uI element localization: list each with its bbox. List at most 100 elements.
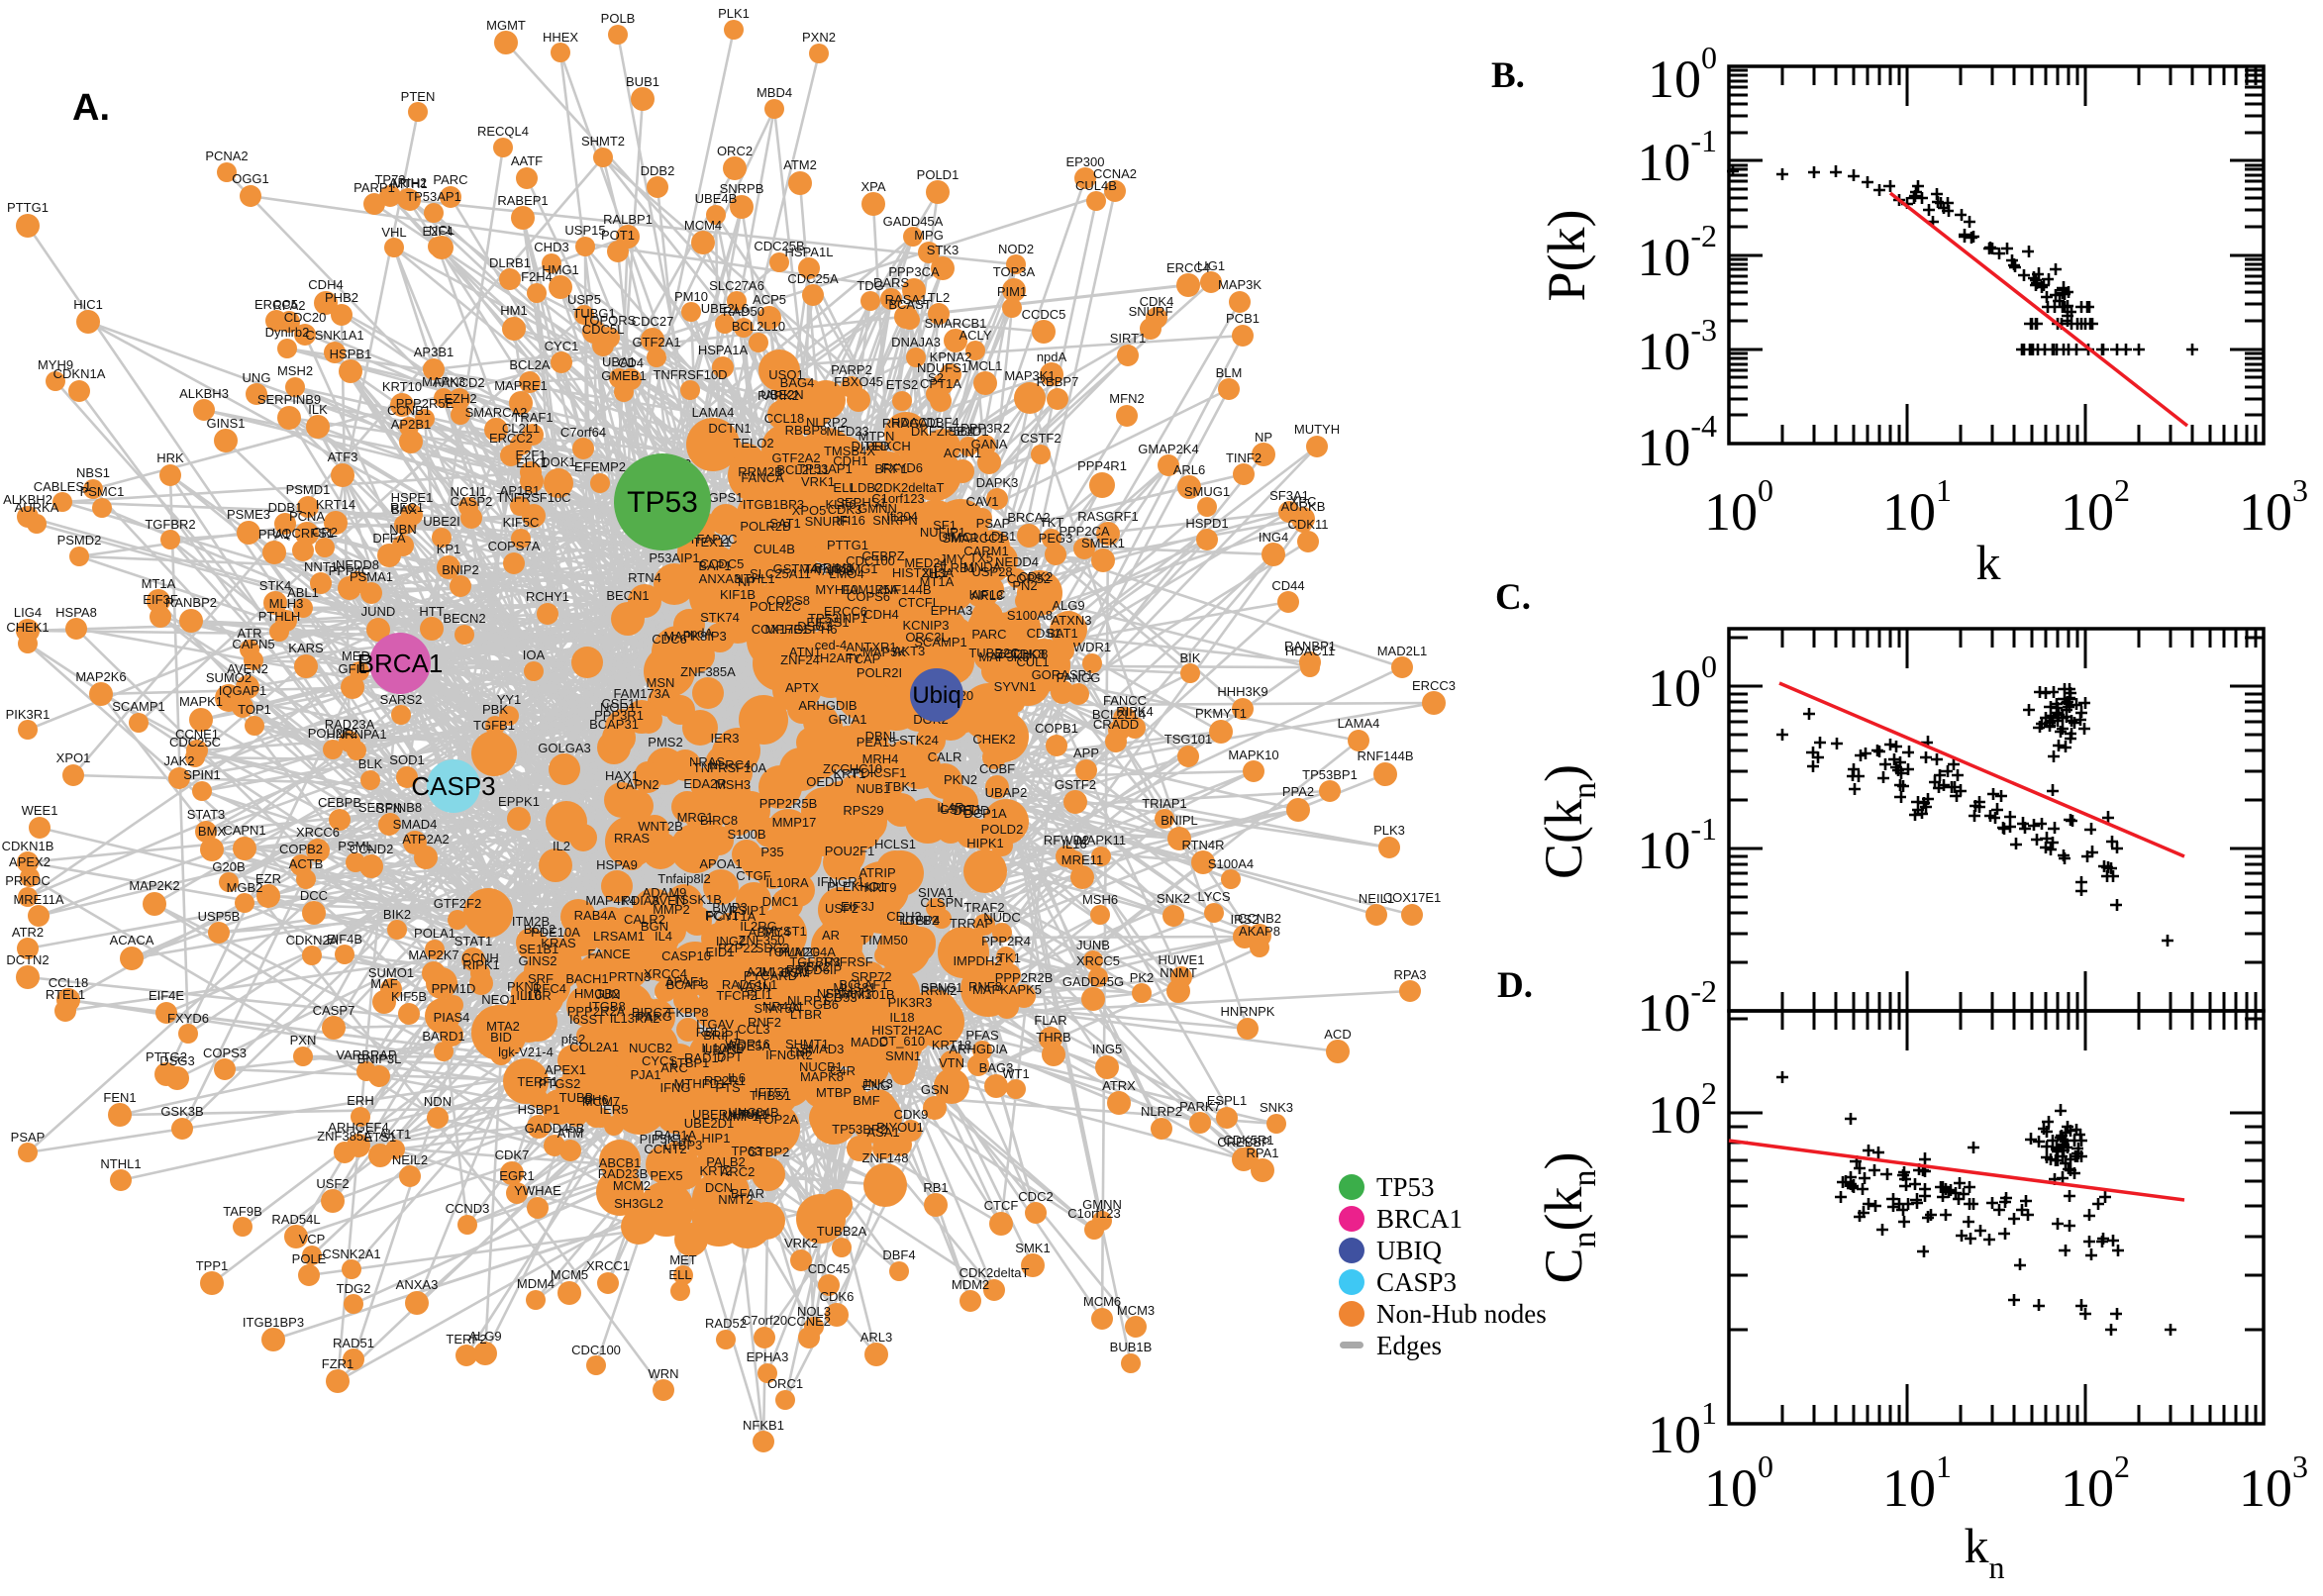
svg-text:HMGB2: HMGB2 — [574, 986, 620, 1001]
svg-text:PARP1: PARP1 — [354, 180, 395, 195]
svg-text:CAPN2: CAPN2 — [616, 777, 658, 792]
svg-text:TAF1B: TAF1B — [803, 561, 843, 576]
svg-text:ENG: ENG — [862, 1078, 890, 1093]
svg-text:BRCA1: BRCA1 — [1376, 1204, 1463, 1234]
svg-text:ARL6: ARL6 — [1173, 462, 1206, 477]
svg-text:PPP2R4: PPP2R4 — [981, 934, 1031, 948]
svg-text:GORASP1: GORASP1 — [1032, 667, 1094, 682]
svg-text:DAPK3: DAPK3 — [976, 475, 1019, 490]
svg-text:MCM4: MCM4 — [684, 218, 722, 233]
svg-text:PLK3: PLK3 — [1373, 823, 1405, 838]
svg-text:APOA1: APOA1 — [699, 856, 742, 871]
svg-text:CDH1: CDH1 — [833, 453, 867, 468]
svg-text:MAPK3: MAPK3 — [422, 374, 465, 389]
svg-text:SMN1: SMN1 — [885, 1048, 921, 1063]
svg-text:MTHFD1: MTHFD1 — [674, 1076, 727, 1091]
svg-text:BRCA2: BRCA2 — [1007, 510, 1050, 525]
svg-text:TRAF1: TRAF1 — [512, 410, 553, 425]
svg-text:RRM2: RRM2 — [921, 983, 958, 998]
svg-text:ABCB1: ABCB1 — [599, 1155, 642, 1170]
svg-text:EDA2R: EDA2R — [683, 776, 726, 791]
svg-text:YWHAE: YWHAE — [514, 1183, 561, 1198]
svg-text:CAPN5: CAPN5 — [232, 637, 274, 651]
svg-text:102: 102 — [1648, 1075, 1717, 1145]
svg-text:YY1: YY1 — [497, 692, 522, 707]
svg-text:EPPK1: EPPK1 — [498, 794, 540, 809]
svg-text:P(k): P(k) — [1537, 210, 1596, 302]
svg-text:H2AFY: H2AFY — [820, 650, 861, 665]
svg-text:RPA1: RPA1 — [1247, 1146, 1279, 1160]
svg-text:PSML: PSML — [338, 839, 372, 853]
svg-text:CPT1A: CPT1A — [920, 376, 961, 391]
svg-text:ATR: ATR — [237, 626, 261, 641]
svg-text:PTHLH: PTHLH — [258, 609, 301, 624]
svg-text:PARG: PARG — [637, 1009, 672, 1024]
svg-text:FANCG: FANCG — [1057, 670, 1101, 685]
svg-text:ETS1: ETS1 — [364, 1130, 397, 1145]
svg-text:IFNGR2: IFNGR2 — [765, 1047, 813, 1062]
svg-text:KIF1B: KIF1B — [720, 587, 756, 602]
svg-text:Ubiq: Ubiq — [912, 682, 960, 709]
svg-text:TAF9B: TAF9B — [815, 563, 855, 578]
svg-text:AVEN: AVEN — [652, 893, 685, 908]
svg-text:PKN1: PKN1 — [507, 979, 541, 994]
svg-text:CDC2: CDC2 — [1018, 1189, 1053, 1204]
svg-text:RRAS: RRAS — [614, 831, 650, 846]
svg-text:CCNH: CCNH — [461, 950, 499, 965]
svg-text:ERCC6: ERCC6 — [824, 604, 867, 619]
svg-text:PDE10A: PDE10A — [531, 925, 580, 940]
svg-text:TMSB4X: TMSB4X — [824, 444, 875, 458]
svg-text:MUTYH: MUTYH — [1294, 422, 1340, 437]
svg-text:LIG1: LIG1 — [1197, 258, 1225, 273]
svg-text:MAPRE1: MAPRE1 — [494, 378, 547, 393]
svg-text:BAG4: BAG4 — [780, 375, 815, 390]
svg-text:WNT2B: WNT2B — [638, 819, 683, 834]
svg-text:AP1B1: AP1B1 — [500, 483, 540, 498]
svg-text:USP5B: USP5B — [198, 909, 241, 924]
svg-text:HSPA1A: HSPA1A — [698, 343, 749, 357]
svg-text:PSMA1: PSMA1 — [350, 569, 393, 584]
svg-text:MT1A: MT1A — [142, 576, 176, 591]
svg-text:KPNA2: KPNA2 — [930, 349, 972, 364]
svg-text:NBS1: NBS1 — [76, 465, 110, 480]
svg-text:IL18: IL18 — [889, 1010, 914, 1025]
svg-text:MSH2: MSH2 — [277, 363, 313, 378]
svg-text:NUCB2: NUCB2 — [629, 1041, 672, 1055]
svg-text:CDC20: CDC20 — [284, 310, 327, 325]
svg-text:CSNK2A1: CSNK2A1 — [322, 1247, 380, 1261]
svg-text:MDM4: MDM4 — [517, 1276, 555, 1291]
svg-text:BLK: BLK — [358, 756, 383, 771]
svg-text:RASGRF1: RASGRF1 — [1077, 509, 1138, 524]
svg-text:TP53INP1: TP53INP1 — [808, 611, 867, 626]
svg-text:PCNA2: PCNA2 — [205, 149, 248, 163]
svg-text:BCAP31: BCAP31 — [589, 717, 639, 732]
svg-text:PCYT1A: PCYT1A — [706, 909, 757, 924]
svg-text:PEG3: PEG3 — [1039, 531, 1073, 546]
svg-text:BIK2: BIK2 — [383, 907, 411, 922]
svg-text:CCNB2: CCNB2 — [1238, 911, 1281, 926]
svg-text:TUBB: TUBB — [559, 1090, 594, 1105]
svg-text:KRT18: KRT18 — [932, 1038, 971, 1052]
svg-text:SNURF: SNURF — [805, 514, 850, 529]
svg-text:TNFRSF: TNFRSF — [822, 954, 872, 969]
svg-text:FXYD6: FXYD6 — [167, 1011, 209, 1026]
svg-text:RFC1: RFC1 — [390, 500, 424, 515]
svg-text:FCN1: FCN1 — [705, 908, 739, 923]
svg-text:NTHL1: NTHL1 — [734, 571, 774, 586]
svg-text:ced-4: ced-4 — [815, 638, 848, 652]
svg-text:STK24: STK24 — [899, 733, 939, 748]
svg-text:RTN4R: RTN4R — [1181, 838, 1224, 852]
svg-text:MAPK1: MAPK1 — [179, 694, 223, 709]
svg-text:FANCD2: FANCD2 — [434, 375, 484, 390]
svg-text:CCL18: CCL18 — [764, 411, 804, 426]
svg-text:UBERNPUL1: UBERNPUL1 — [692, 1107, 769, 1122]
svg-text:NLRP1: NLRP1 — [787, 993, 829, 1008]
svg-text:APEX2: APEX2 — [9, 854, 50, 869]
svg-text:A2M: A2M — [747, 964, 773, 979]
svg-text:MSH6: MSH6 — [1082, 892, 1118, 907]
svg-text:HIST2H3A: HIST2H3A — [892, 565, 954, 580]
svg-text:Tnfaip8l2: Tnfaip8l2 — [657, 871, 710, 886]
svg-text:GTF2A1: GTF2A1 — [632, 335, 680, 349]
svg-text:DBNL: DBNL — [865, 729, 900, 744]
svg-text:ALG9: ALG9 — [1052, 598, 1084, 613]
